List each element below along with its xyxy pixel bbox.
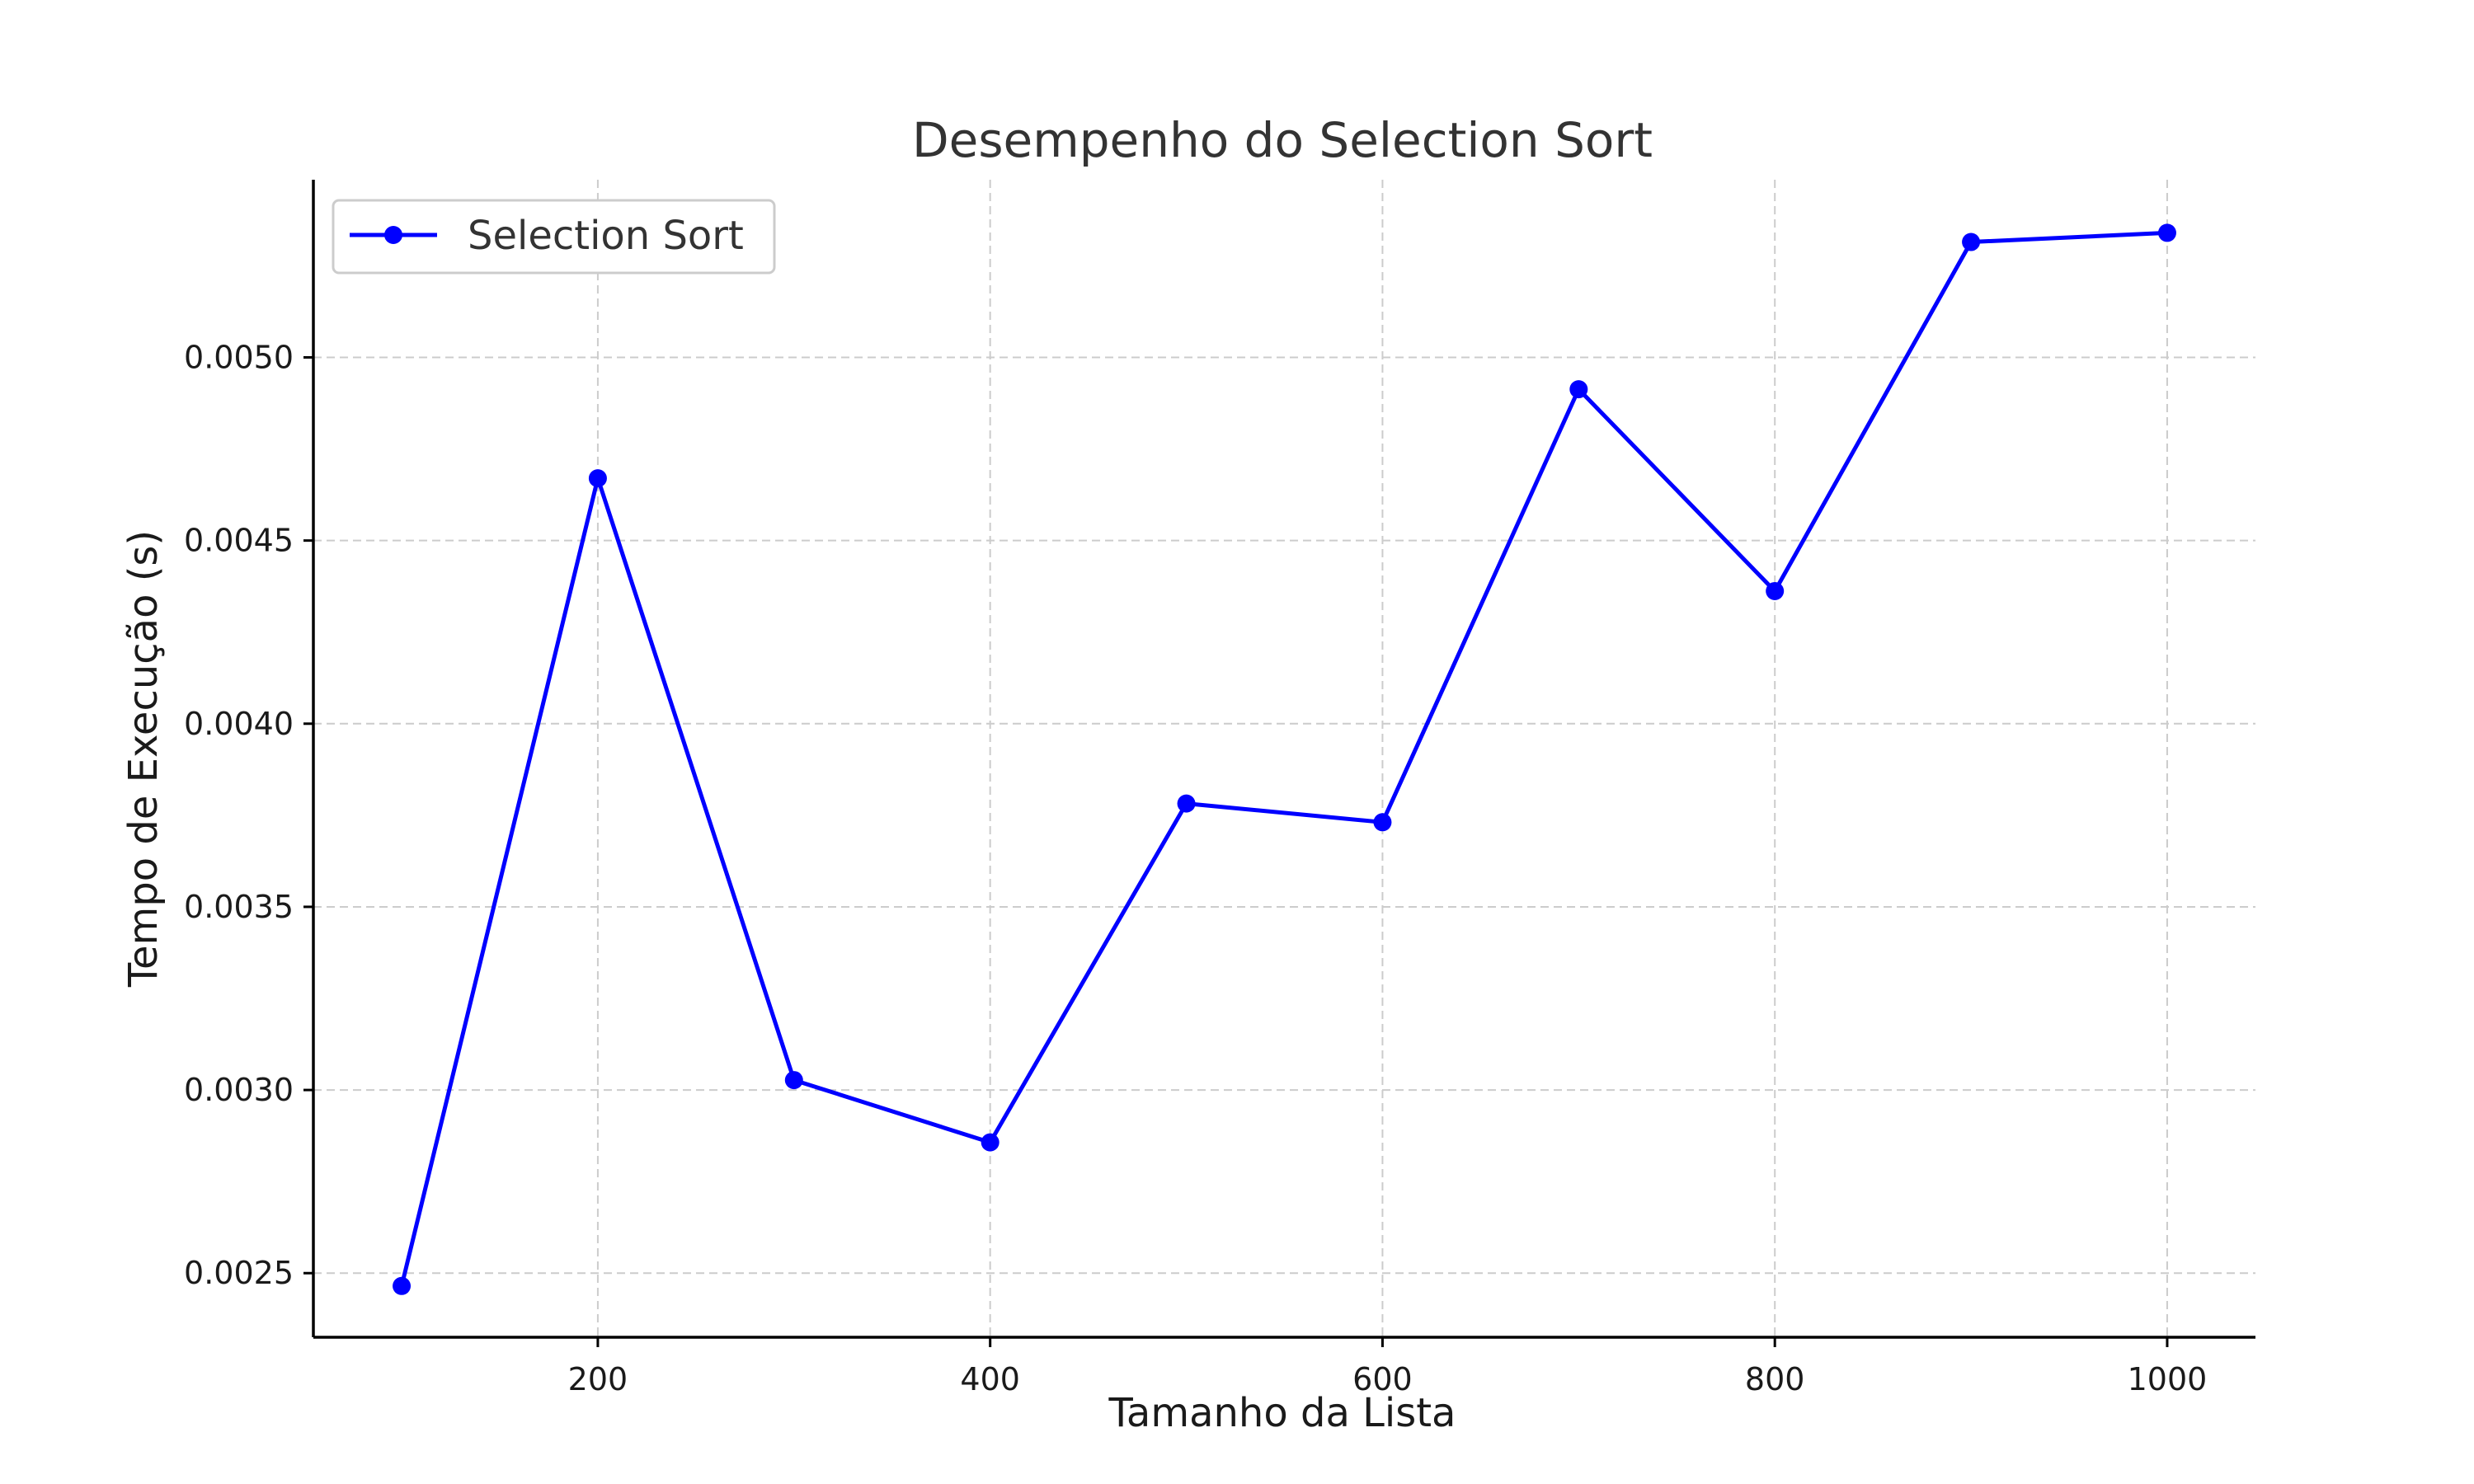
y-tick-label: 0.0050 <box>184 339 294 375</box>
y-tick-label: 0.0040 <box>184 706 294 742</box>
y-tick-label: 0.0045 <box>184 523 294 559</box>
grid <box>313 180 2255 1337</box>
data-point <box>393 1276 412 1295</box>
x-tick-label: 1000 <box>2128 1361 2208 1397</box>
legend-box <box>332 199 776 275</box>
data-point <box>2157 223 2176 242</box>
y-tick-label: 0.0035 <box>184 889 294 925</box>
data-point <box>784 1071 803 1090</box>
x-axis-ticks: 200 400 600 800 1000 <box>568 1337 2208 1397</box>
y-axis-title: Tempo de Execução (s) <box>120 530 167 988</box>
data-point <box>1962 232 1981 251</box>
data-point <box>1373 813 1392 832</box>
data-point <box>981 1133 999 1152</box>
series-line <box>399 230 2168 1287</box>
legend: Selection Sort <box>332 199 776 275</box>
data-point <box>1569 380 1588 399</box>
series-group <box>393 223 2176 1295</box>
y-tick-label: 0.0025 <box>184 1255 294 1291</box>
data-point <box>588 469 607 488</box>
x-tick-label: 800 <box>1745 1361 1805 1397</box>
x-tick-label: 600 <box>1352 1361 1413 1397</box>
legend-label-selection-sort: Selection Sort <box>468 213 744 259</box>
legend-marker-swatch <box>384 226 402 244</box>
chart-title: Desempenho do Selection Sort <box>912 112 1653 168</box>
x-tick-label: 400 <box>960 1361 1020 1397</box>
x-tick-label: 200 <box>568 1361 628 1397</box>
data-point <box>1177 794 1196 813</box>
y-axis-ticks: 0.0025 0.0030 0.0035 0.0040 0.0045 0.0050 <box>184 339 313 1291</box>
y-tick-label: 0.0030 <box>184 1072 294 1108</box>
axes <box>312 180 2255 1339</box>
data-point <box>1766 581 1785 600</box>
x-axis-title: Tamanho da Lista <box>1108 1390 1456 1436</box>
